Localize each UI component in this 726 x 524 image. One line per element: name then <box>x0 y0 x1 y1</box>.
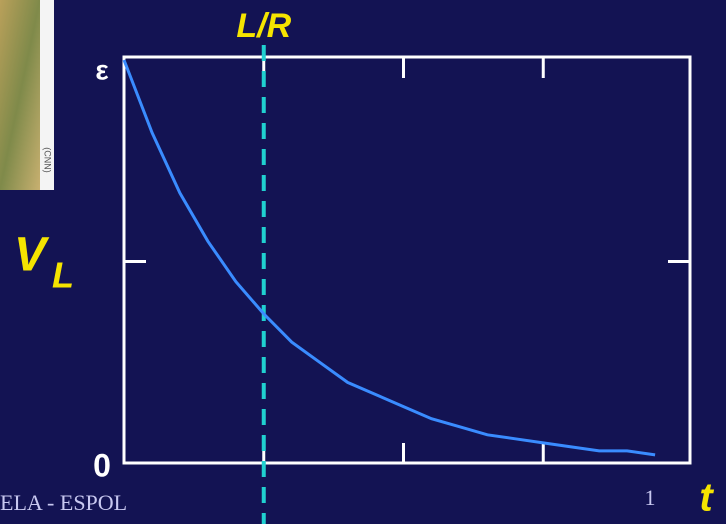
x-label: t <box>699 476 714 520</box>
footer-text: ELA - ESPOL <box>0 490 127 515</box>
page-number: 1 <box>645 485 656 510</box>
y-tick-label: 0 <box>93 447 111 483</box>
y-tick-label: ε <box>95 54 108 85</box>
y-label: V <box>14 229 50 282</box>
photo-border <box>40 0 54 190</box>
photo-credit: (CNN) <box>43 147 53 173</box>
photo <box>0 0 40 190</box>
curve <box>122 59 656 457</box>
annotation-label: L/R <box>236 7 291 45</box>
y-label-subscript: L <box>52 255 74 296</box>
